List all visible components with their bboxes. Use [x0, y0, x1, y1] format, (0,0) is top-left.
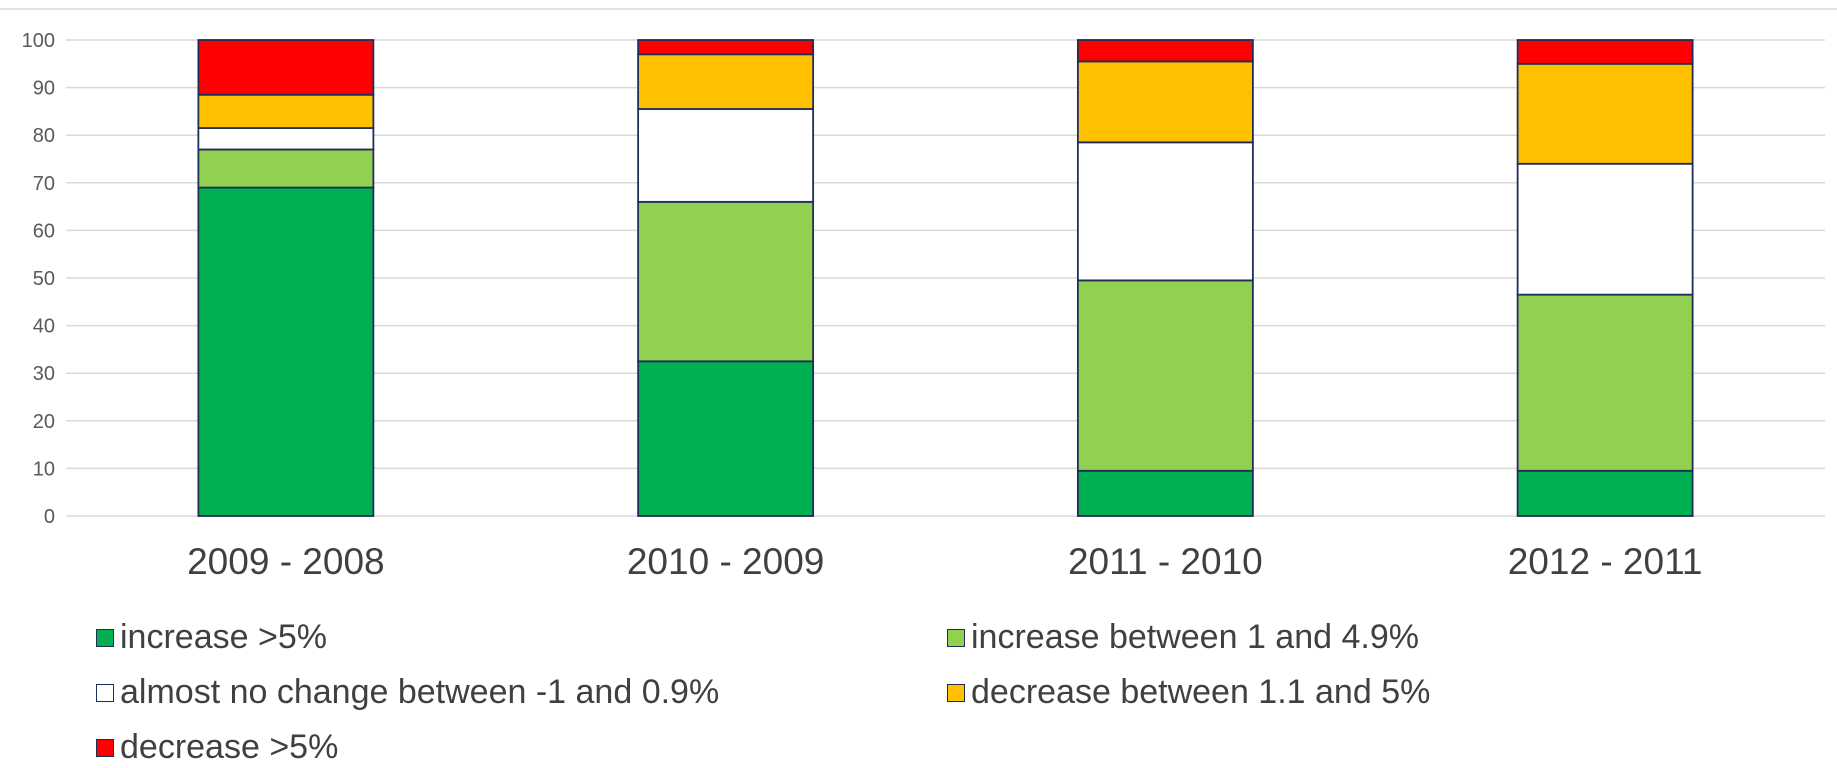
y-tick-label: 0: [44, 506, 55, 528]
y-tick-label: 40: [33, 316, 55, 338]
legend-swatch: [947, 628, 965, 647]
bar-segment: [637, 360, 815, 517]
legend-label: increase between 1 and 4.9%: [971, 618, 1419, 656]
y-tick-label: 60: [33, 220, 55, 242]
x-tick-label: 2010 - 2009: [627, 541, 825, 582]
bar-segment: [1516, 293, 1694, 472]
x-tick-label: 2009 - 2008: [187, 541, 385, 582]
bar-segment: [197, 39, 375, 96]
y-tick-label: 80: [33, 125, 55, 147]
legend-swatch: [96, 683, 114, 702]
legend-swatch: [96, 628, 114, 647]
bar-segment: [1516, 162, 1694, 296]
y-tick-label: 70: [33, 173, 55, 195]
bar-segment: [197, 93, 375, 129]
y-tick-label: 30: [33, 363, 55, 385]
x-tick-label: 2012 - 2011: [1508, 541, 1703, 582]
legend-item: increase between 1 and 4.9%: [947, 618, 1419, 657]
bar-segment: [1076, 469, 1254, 517]
bar-segment: [197, 127, 375, 151]
bar-segment: [1076, 60, 1254, 144]
y-axis: 0 10 20 30 40 50 60 70 80 90 100: [22, 30, 55, 528]
bar-segment: [1076, 39, 1254, 63]
bar-segment: [637, 39, 815, 56]
bar-series: [197, 39, 1694, 517]
legend-label: decrease between 1.1 and 5%: [971, 673, 1431, 711]
legend-swatch: [96, 738, 114, 757]
legend-item: decrease between 1.1 and 5%: [947, 673, 1430, 712]
legend-swatch: [947, 683, 965, 702]
bar-segment: [1516, 469, 1694, 517]
legend-label: decrease >5%: [120, 728, 339, 766]
bar-segment: [1076, 141, 1254, 282]
y-tick-label: 20: [33, 411, 55, 433]
legend-item: decrease >5%: [96, 728, 338, 767]
x-tick-label: 2011 - 2010: [1068, 541, 1263, 582]
x-axis: 2009 - 2008 2010 - 2009 2011 - 2010 2012 - …: [187, 541, 1702, 582]
bar-segment: [637, 53, 815, 110]
bar-segment: [637, 200, 815, 363]
bar-segment: [1516, 39, 1694, 65]
bar-segment: [197, 148, 375, 189]
legend-label: almost no change between -1 and 0.9%: [120, 673, 720, 711]
y-tick-label: 90: [33, 78, 55, 100]
bar-segment: [1076, 279, 1254, 472]
bar-segment: [197, 186, 375, 517]
legend-label: increase >5%: [120, 618, 327, 656]
y-tick-label: 50: [33, 268, 55, 290]
y-tick-label: 10: [33, 458, 55, 480]
y-tick-label: 100: [22, 30, 55, 52]
bar-segment: [637, 108, 815, 203]
bar-segment: [1516, 62, 1694, 165]
legend-item: increase >5%: [96, 618, 327, 657]
legend-item: almost no change between -1 and 0.9%: [96, 673, 719, 712]
